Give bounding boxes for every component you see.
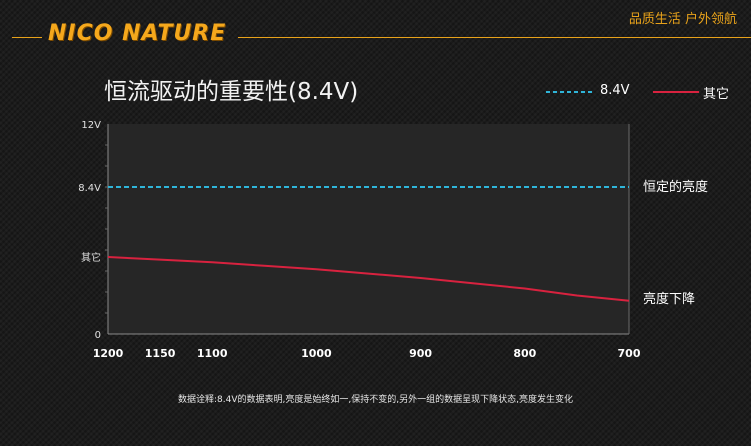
x-tick-label: 1200 bbox=[93, 347, 124, 360]
legend: 8.4V 其它 bbox=[540, 82, 740, 104]
x-tick-label: 900 bbox=[409, 347, 432, 360]
brand-logo: NICO NATURE bbox=[48, 21, 227, 46]
series-line-other bbox=[107, 256, 630, 302]
series-annotation-constant: 恒定的亮度 bbox=[643, 179, 708, 195]
x-tick-label: 1000 bbox=[301, 347, 332, 360]
x-tick-label: 700 bbox=[618, 347, 641, 360]
plot-area bbox=[108, 124, 629, 334]
y-tick-label: 12V bbox=[81, 120, 101, 131]
legend-label-other: 其它 bbox=[703, 87, 730, 102]
slogan: 品质生活 户外领航 bbox=[628, 12, 737, 27]
x-tick-label: 800 bbox=[513, 347, 536, 360]
header-rule-right bbox=[238, 37, 751, 38]
y-tick-label: 8.4V bbox=[78, 183, 101, 194]
footnote: 数据诠释:8.4V的数据表明,亮度是始终如一,保持不变的,另外一组的数据呈现下降… bbox=[178, 395, 573, 405]
header-rule-left bbox=[12, 37, 42, 38]
legend-swatch-constant bbox=[546, 91, 592, 93]
y-tick-label: 0 bbox=[95, 330, 101, 341]
y-tick-label: 其它 bbox=[81, 251, 101, 264]
legend-swatch-other bbox=[653, 91, 699, 93]
series-annotation-other: 亮度下降 bbox=[643, 291, 695, 307]
chart-title: 恒流驱动的重要性(8.4V) bbox=[104, 79, 359, 105]
x-tick-label: 1100 bbox=[197, 347, 228, 360]
legend-label-constant: 8.4V bbox=[600, 83, 630, 98]
x-tick-label: 1150 bbox=[145, 347, 176, 360]
header: NICO NATURE 品质生活 户外领航 bbox=[0, 0, 751, 60]
